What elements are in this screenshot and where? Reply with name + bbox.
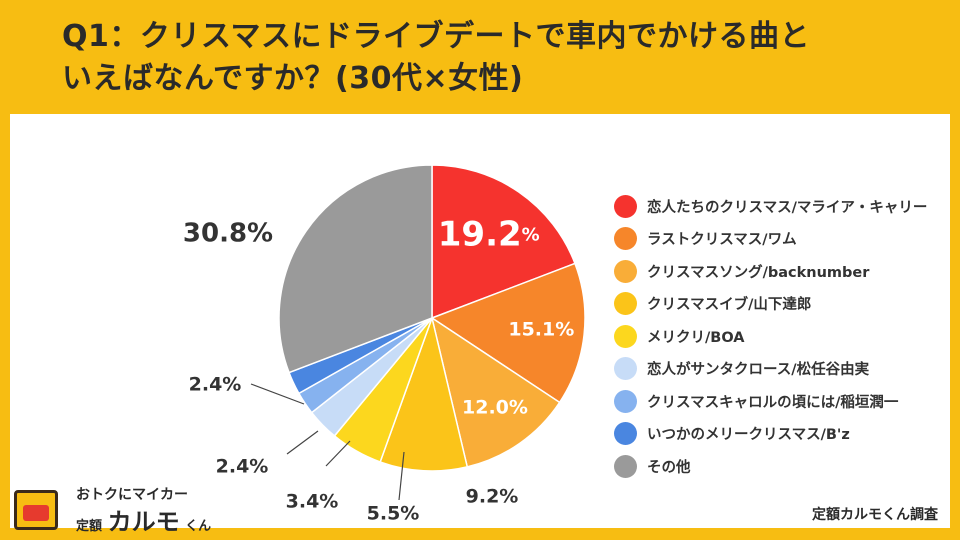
chart-legend: 恋人たちのクリスマス/マライア・キャリー ラストクリスマス/ワムクリスマスソング/… bbox=[614, 190, 927, 483]
leader-line-6 bbox=[325, 440, 351, 467]
legend-label: ラストクリスマス/ワム bbox=[647, 232, 797, 249]
data-label-2: 15.1% bbox=[508, 319, 574, 341]
logo-wordmark: 定額 カルモ くん bbox=[76, 502, 211, 537]
legend-swatch-icon bbox=[614, 389, 637, 413]
leader-line-5 bbox=[398, 451, 405, 501]
legend-label: クリスマスソング/backnumber bbox=[647, 264, 870, 281]
data-label-1: 19.2% bbox=[438, 214, 540, 254]
data-label-6: 3.4% bbox=[286, 491, 339, 513]
source-note: 定額カルモくん調査 bbox=[812, 507, 938, 523]
logo-mark-icon bbox=[14, 490, 58, 530]
data-label-3: 12.0% bbox=[462, 397, 528, 419]
legend-label: いつかのメリークリスマス/B'z bbox=[647, 427, 850, 444]
pie-slice-4 bbox=[379, 315, 469, 472]
legend-label: メリクリ/BOA bbox=[647, 329, 745, 346]
legend-item: その他 bbox=[614, 450, 927, 483]
data-label-4: 9.2% bbox=[466, 486, 519, 508]
data-label-unit: % bbox=[522, 225, 540, 246]
truck-icon bbox=[23, 505, 49, 521]
data-label-8: 2.4% bbox=[189, 374, 242, 396]
legend-item: クリスマスイブ/山下達郎 bbox=[614, 288, 927, 321]
brand-logo: おトクにマイカー 定額 カルモ くん bbox=[14, 482, 211, 536]
legend-swatch-icon bbox=[614, 227, 637, 251]
data-label-5: 5.5% bbox=[367, 503, 420, 525]
legend-item: メリクリ/BOA bbox=[614, 320, 927, 353]
legend-swatch-icon bbox=[614, 194, 637, 218]
legend-label: その他 bbox=[647, 459, 691, 476]
legend-swatch-icon bbox=[614, 292, 637, 316]
legend-label: 恋人がサンタクロース/松任谷由実 bbox=[647, 362, 870, 379]
legend-item: クリスマスキャロルの頃には/稲垣潤一 bbox=[614, 385, 927, 418]
legend-swatch-icon bbox=[614, 357, 637, 381]
logo-tagline: おトクにマイカー bbox=[76, 487, 188, 503]
chart-title: Q1：クリスマスにドライブデートで車内でかける曲と いえばなんですか？(30代×… bbox=[62, 16, 942, 100]
logo-word-b: カルモ bbox=[107, 508, 180, 536]
pie-slice-2 bbox=[430, 262, 586, 404]
logo-word-c: くん bbox=[185, 519, 212, 534]
legend-label: 恋人たちのクリスマス/マライア・キャリー bbox=[647, 199, 928, 216]
title-line-2: いえばなんですか？(30代×女性) bbox=[62, 61, 524, 96]
logo-word-a: 定額 bbox=[76, 519, 103, 534]
data-label-7: 2.4% bbox=[216, 456, 269, 478]
legend-label: クリスマスキャロルの頃には/稲垣潤一 bbox=[647, 394, 899, 411]
title-line-1: Q1：クリスマスにドライブデートで車内でかける曲と bbox=[62, 19, 810, 54]
data-label-9: 30.8% bbox=[183, 219, 273, 249]
legend-label: クリスマスイブ/山下達郎 bbox=[647, 297, 812, 314]
legend-item: ラストクリスマス/ワム bbox=[614, 223, 927, 256]
legend-swatch-icon bbox=[614, 324, 637, 348]
leader-line-8 bbox=[250, 383, 305, 405]
legend-item: 恋人がサンタクロース/松任谷由実 bbox=[614, 353, 927, 386]
legend-swatch-icon bbox=[614, 454, 637, 478]
pie-slice-3 bbox=[430, 316, 561, 468]
leader-line-7 bbox=[286, 430, 319, 455]
pie-slice-9 bbox=[278, 164, 433, 374]
legend-swatch-icon bbox=[614, 259, 637, 283]
pie-slice-1 bbox=[431, 164, 576, 320]
legend-item: いつかのメリークリスマス/B'z bbox=[614, 418, 927, 451]
legend-item: 恋人たちのクリスマス/マライア・キャリー bbox=[614, 190, 927, 223]
legend-item: クリスマスソング/backnumber bbox=[614, 255, 927, 288]
legend-swatch-icon bbox=[614, 422, 637, 446]
